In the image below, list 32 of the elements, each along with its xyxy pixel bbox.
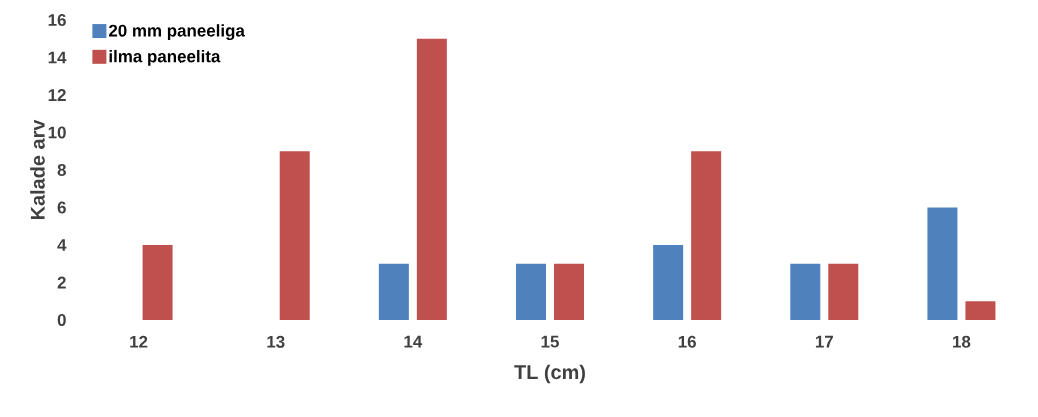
bar — [653, 245, 684, 320]
bar — [790, 263, 821, 320]
y-tick-label: 6 — [57, 201, 66, 214]
bar — [416, 38, 447, 320]
x-axis-title: TL (cm) — [514, 364, 585, 384]
bar — [691, 151, 722, 320]
x-tick-label: 14 — [404, 335, 423, 348]
x-tick-label: 17 — [815, 335, 833, 348]
y-tick-label: 12 — [48, 89, 66, 101]
x-tick-label: 18 — [953, 335, 971, 348]
bar — [965, 301, 996, 320]
legend-label: ilma paneelita — [109, 49, 221, 66]
legend-label: 20 mm paneeliga — [108, 24, 245, 41]
y-tick-label: 10 — [48, 126, 66, 139]
bar — [279, 151, 310, 320]
y-tick-label: 16 — [48, 14, 66, 26]
bar — [516, 263, 546, 320]
y-tick-label: 4 — [57, 239, 67, 251]
y-tick-label: 2 — [57, 276, 66, 289]
x-tick-label: 16 — [678, 335, 696, 348]
y-tick-label: 0 — [57, 314, 66, 326]
y-tick-label: 14 — [48, 51, 67, 64]
bar — [142, 245, 173, 320]
bar — [554, 263, 584, 320]
bar — [927, 207, 958, 320]
x-tick-label: 13 — [267, 335, 285, 348]
y-axis-title: Kalade arv — [30, 119, 45, 220]
x-tick-label: 12 — [130, 335, 148, 348]
x-tick-label: 15 — [541, 335, 559, 348]
bar — [378, 263, 409, 320]
bar — [828, 263, 859, 320]
y-tick-label: 8 — [57, 164, 66, 176]
